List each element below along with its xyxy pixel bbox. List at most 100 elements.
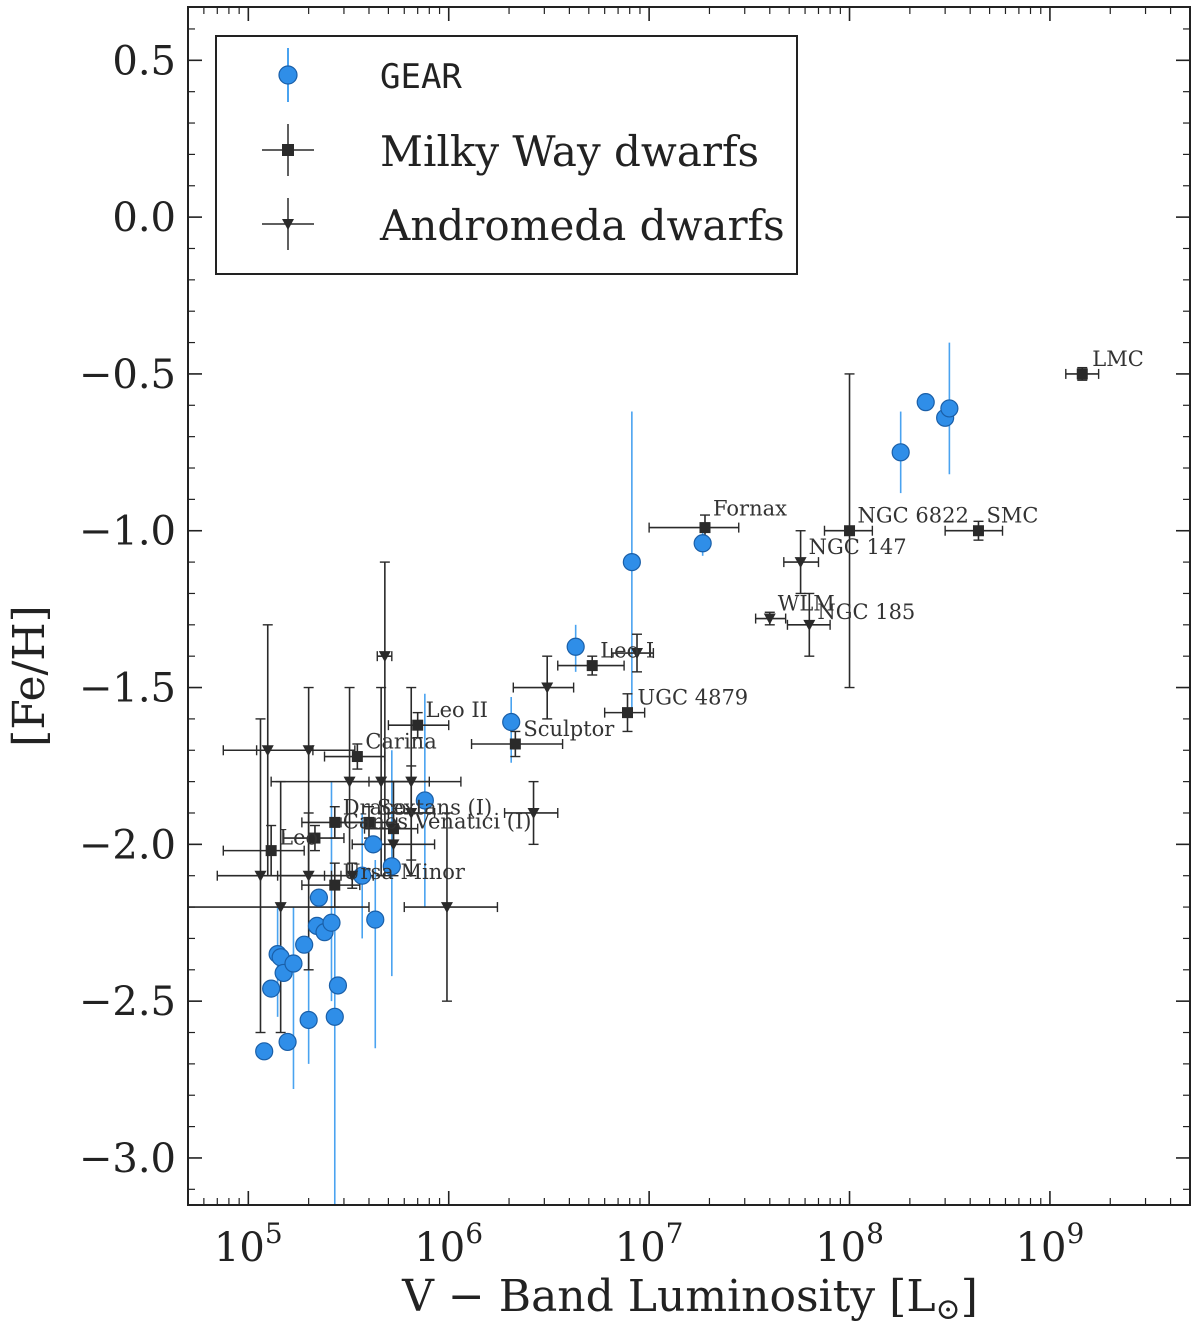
x-axis-title-main: V − Band Luminosity [L <box>401 1271 935 1322</box>
point-label: NGC 6822 <box>858 504 969 528</box>
milky-way-point <box>309 832 321 844</box>
milky-way-point <box>509 738 521 750</box>
milky-way-point <box>329 816 341 828</box>
x-tick-label: 105 <box>214 1217 283 1271</box>
gear-point <box>322 913 341 932</box>
point-label: UGC 4879 <box>638 686 749 710</box>
y-tick-label: −2.0 <box>79 822 176 868</box>
point-label: Sculptor <box>523 717 615 741</box>
point-label: NGC 147 <box>809 535 907 559</box>
gear-point <box>382 857 401 876</box>
gear-point <box>622 552 641 572</box>
point-label: LMC <box>1092 347 1144 371</box>
y-tick-label: −2.5 <box>79 979 176 1025</box>
gear-point <box>309 888 329 907</box>
x-tick-base: 10 <box>414 1225 465 1271</box>
x-tick-exponent: 5 <box>265 1217 283 1250</box>
point-label: Ursa Minor <box>343 860 466 884</box>
gear-point <box>415 791 434 810</box>
gear-point <box>916 393 935 412</box>
andromeda-point <box>302 745 315 757</box>
legend-entry-gear: GEAR <box>278 48 462 102</box>
y-tick-label: 0.5 <box>112 38 176 84</box>
x-tick-base: 10 <box>1016 1225 1067 1271</box>
x-axis-title-close: ] <box>961 1271 978 1322</box>
gear-point <box>284 954 303 973</box>
point-label: Leo II <box>426 698 488 722</box>
gear-point <box>325 1007 344 1026</box>
point-label: Draco <box>343 795 407 819</box>
milky-way-point <box>1076 368 1088 380</box>
point-label: Fornax <box>713 497 787 521</box>
x-tick-base: 10 <box>214 1225 265 1271</box>
x-tick-exponent: 7 <box>666 1217 684 1250</box>
legend-m31-marker <box>282 219 294 230</box>
y-tick-label: −1.5 <box>79 666 176 712</box>
andromeda-point <box>541 682 554 694</box>
x-tick-label: 108 <box>815 1217 884 1271</box>
y-tick-label: −0.5 <box>79 352 176 398</box>
gear-point <box>278 1032 297 1052</box>
milky-way-point <box>972 525 984 537</box>
x-axis-title: V − Band Luminosity [L⊙] <box>401 1271 978 1327</box>
point-label: Leo I <box>600 639 654 663</box>
milky-way-point <box>586 660 598 672</box>
milky-way-point <box>699 522 711 534</box>
gear-point <box>328 976 348 995</box>
andromeda-point <box>375 776 388 788</box>
andromeda-point <box>346 870 359 882</box>
data-markers <box>254 368 1088 1061</box>
milky-way-point <box>265 845 277 857</box>
point-label: Carina <box>365 730 436 754</box>
legend-mw-label: Milky Way dwarfs <box>380 127 759 176</box>
x-tick-label: 109 <box>1016 1217 1085 1271</box>
andromeda-point <box>527 807 540 819</box>
gear-point <box>566 637 585 656</box>
andromeda-point <box>405 776 418 788</box>
gear-point <box>262 979 281 998</box>
plot-frame <box>187 6 1191 1206</box>
x-tick-label: 106 <box>414 1217 483 1271</box>
andromeda-point <box>794 557 807 569</box>
andromeda-point <box>631 648 644 660</box>
gear-point <box>364 835 383 854</box>
gear-point <box>299 1010 318 1030</box>
gear-point <box>502 712 521 732</box>
gear-point <box>891 443 910 462</box>
y-tick-label: −1.0 <box>79 509 176 555</box>
point-label: WLM <box>778 592 835 616</box>
legend-mw-marker <box>282 144 294 156</box>
point-label: SMC <box>986 504 1038 528</box>
andromeda-point <box>254 870 267 882</box>
milky-way-point <box>622 707 634 719</box>
legend-gear-label: GEAR <box>380 57 462 97</box>
y-tick-label: −3.0 <box>79 1136 176 1182</box>
andromeda-point <box>274 902 287 914</box>
gear-point <box>940 399 959 418</box>
legend-m31-label: Andromeda dwarfs <box>379 201 785 250</box>
milky-way-point <box>351 751 363 763</box>
gear-point <box>693 534 712 553</box>
x-tick-exponent: 8 <box>866 1217 884 1250</box>
error-bars <box>187 342 1100 1205</box>
andromeda-point <box>405 807 418 819</box>
point-label: Canes Venatici (I) <box>343 809 532 833</box>
x-tick-exponent: 6 <box>465 1217 483 1250</box>
x-tick-exponent: 9 <box>1066 1217 1084 1250</box>
milky-way-point <box>412 719 424 731</box>
milky-way-point <box>363 816 375 828</box>
andromeda-point <box>302 870 315 882</box>
gear-point <box>255 1042 274 1061</box>
x-axis-title-sun: ⊙ <box>936 1292 961 1327</box>
x-tick-base: 10 <box>815 1225 866 1271</box>
legend-entry-milky-way: Milky Way dwarfs <box>262 124 759 176</box>
point-label: Leo <box>279 826 318 850</box>
y-tick-label: 0.0 <box>112 195 176 241</box>
point-label: NGC 185 <box>817 600 915 624</box>
legend-entry-andromeda: Andromeda dwarfs <box>262 198 785 250</box>
andromeda-point <box>378 651 391 663</box>
legend-box <box>215 35 798 275</box>
